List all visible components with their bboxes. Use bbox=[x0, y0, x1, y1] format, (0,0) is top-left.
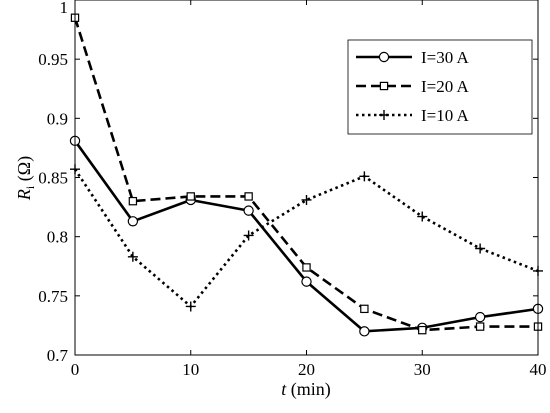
series-2 bbox=[70, 13, 543, 335]
y-ticks: 0.7 0.75 0.8 0.85 0.9 0.95 1 bbox=[38, 0, 538, 365]
legend-label: I=10 A bbox=[421, 106, 470, 125]
data-point-square bbox=[186, 192, 195, 201]
legend-label: I=20 A bbox=[421, 77, 470, 96]
x-tick-label: 10 bbox=[182, 360, 199, 379]
data-point-plus bbox=[475, 243, 486, 254]
legend-marker bbox=[378, 51, 390, 63]
data-point-square bbox=[475, 322, 485, 331]
y-tick-label: 0.9 bbox=[47, 109, 68, 128]
series-line bbox=[73, 168, 539, 308]
data-point-square bbox=[360, 304, 369, 314]
data-point-plus bbox=[127, 251, 138, 262]
data-point-plus bbox=[359, 171, 370, 182]
legend-marker bbox=[379, 110, 389, 120]
data-point-plus bbox=[243, 230, 254, 241]
data-point-circle bbox=[474, 311, 486, 323]
y-axis-label: Ri (Ω) bbox=[14, 156, 37, 201]
data-point-circle bbox=[301, 276, 312, 287]
y-tick-label: 1 bbox=[60, 0, 69, 17]
y-tick-label: 0.85 bbox=[38, 169, 68, 188]
data-point-plus bbox=[301, 194, 312, 205]
x-axis-label: t (min) bbox=[281, 379, 331, 400]
x-ticks: 0 10 20 30 40 bbox=[71, 0, 547, 379]
legend: I=30 A I=20 A I=10 A bbox=[347, 39, 533, 135]
data-point-circle bbox=[359, 326, 370, 337]
data-point-square bbox=[244, 192, 253, 201]
x-tick-label: 40 bbox=[530, 360, 547, 379]
legend-marker bbox=[379, 81, 389, 91]
y-tick-label: 0.7 bbox=[47, 346, 69, 365]
x-tick-label: 0 bbox=[71, 360, 80, 379]
legend-label: I=30 A bbox=[421, 48, 470, 67]
series-layer bbox=[69, 13, 544, 337]
data-point-plus bbox=[417, 211, 428, 222]
data-point-plus bbox=[185, 301, 196, 312]
data-point-square bbox=[418, 325, 427, 335]
x-tick-label: 30 bbox=[414, 360, 431, 379]
data-point-circle bbox=[127, 216, 139, 227]
y-tick-label: 0.8 bbox=[47, 228, 68, 247]
data-point-square bbox=[128, 196, 138, 206]
y-tick-label: 0.75 bbox=[38, 287, 68, 306]
x-tick-label: 20 bbox=[298, 360, 315, 379]
plot-frame bbox=[74, 0, 539, 356]
data-point-circle bbox=[243, 205, 254, 216]
y-tick-label: 0.95 bbox=[38, 50, 68, 69]
data-point-square bbox=[302, 263, 311, 272]
